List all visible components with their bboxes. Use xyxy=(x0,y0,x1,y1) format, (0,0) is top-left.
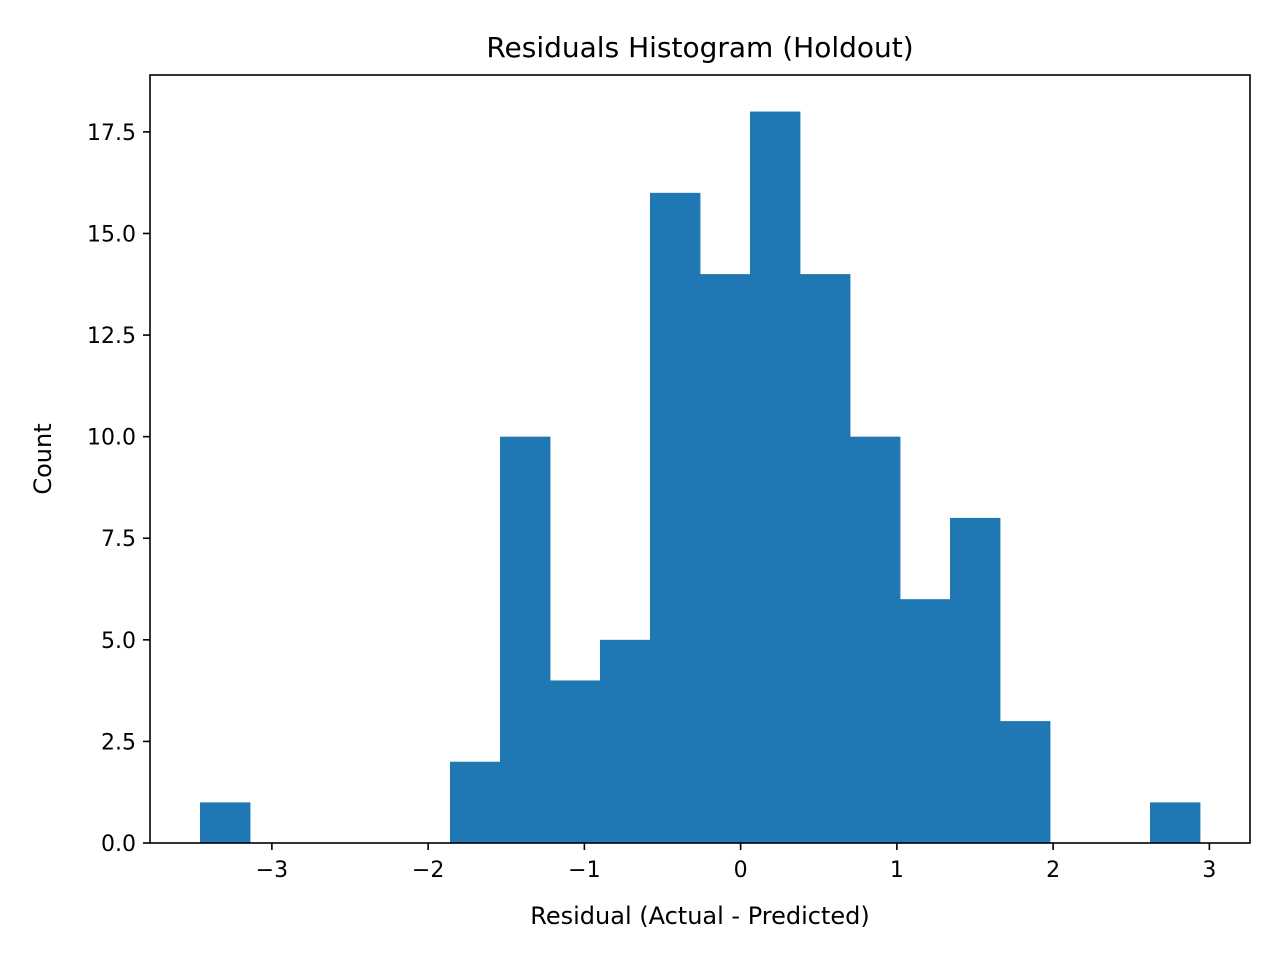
y-tick-label: 7.5 xyxy=(101,527,136,552)
x-tick-label: −1 xyxy=(568,858,600,883)
histogram-bar xyxy=(450,761,501,843)
x-axis-ticks: −3 −2 −1 0 1 2 3 xyxy=(256,843,1216,883)
histogram-bar xyxy=(550,680,601,843)
histogram-bar xyxy=(700,274,751,844)
histogram-bar xyxy=(750,111,801,844)
y-tick-label: 12.5 xyxy=(87,324,136,349)
histogram-bar xyxy=(650,192,701,844)
x-tick-label: 2 xyxy=(1046,858,1060,883)
y-tick-label: 5.0 xyxy=(101,629,136,654)
x-axis-label: Residual (Actual - Predicted) xyxy=(530,902,869,930)
y-tick-label: 2.5 xyxy=(101,730,136,755)
histogram-bar xyxy=(800,274,851,844)
x-tick-label: 1 xyxy=(890,858,904,883)
plot-frame xyxy=(149,74,1251,844)
y-tick-label: 10.0 xyxy=(87,426,136,451)
histogram-bar xyxy=(900,599,951,843)
bars-group xyxy=(200,111,1201,844)
histogram-bar xyxy=(1000,721,1051,843)
y-axis-label: Count xyxy=(29,423,57,494)
histogram-bar xyxy=(950,517,1001,843)
x-tick-label: 3 xyxy=(1202,858,1216,883)
histogram-bar xyxy=(1150,802,1201,843)
x-tick-label: −2 xyxy=(412,858,444,883)
y-axis-ticks: 0.0 2.5 5.0 7.5 10.0 12.5 15.0 17.5 xyxy=(87,121,150,857)
x-tick-label: −3 xyxy=(256,858,288,883)
y-tick-label: 0.0 xyxy=(101,832,136,857)
histogram-bar xyxy=(850,436,901,843)
histogram-bar xyxy=(600,639,651,843)
histogram-bar xyxy=(200,802,251,843)
x-tick-label: 0 xyxy=(734,858,748,883)
y-tick-label: 15.0 xyxy=(87,222,136,247)
y-tick-label: 17.5 xyxy=(87,121,136,146)
chart-title: Residuals Histogram (Holdout) xyxy=(486,31,913,64)
histogram-bar xyxy=(500,436,551,843)
